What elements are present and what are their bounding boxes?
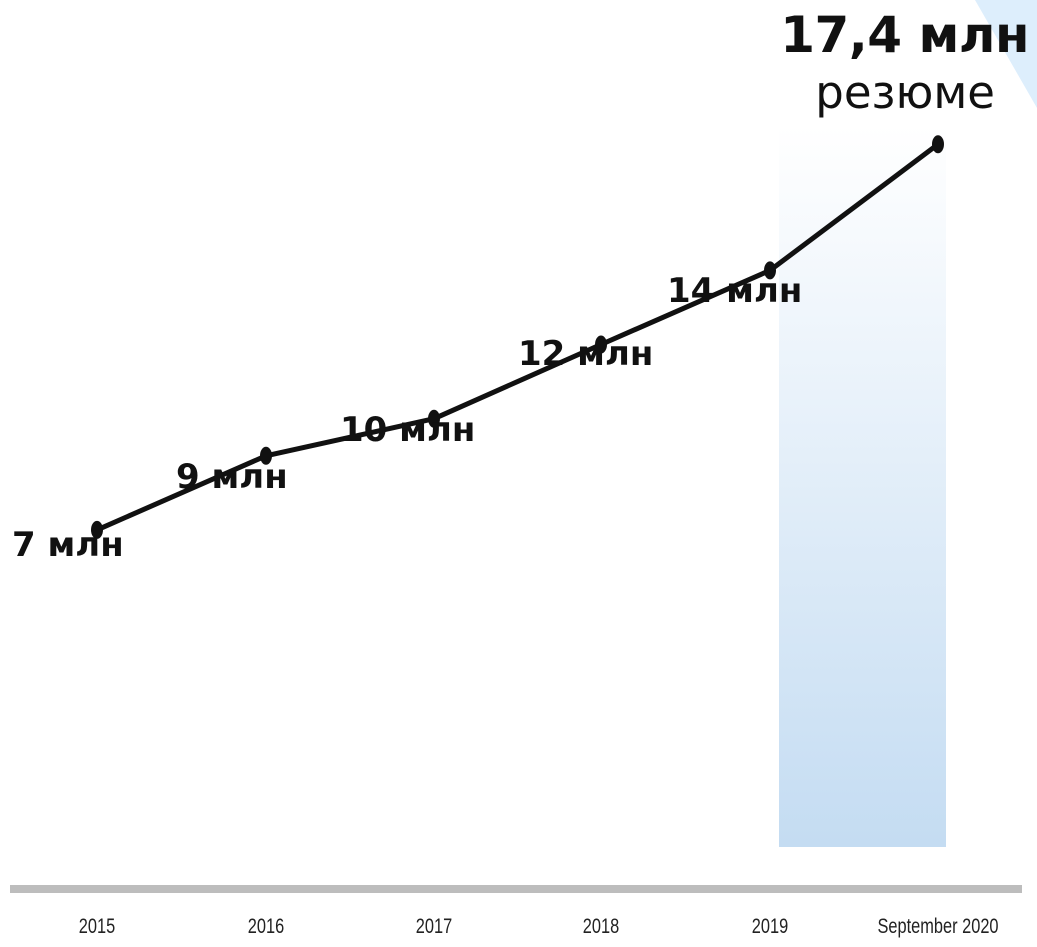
data-label: 14 млн [667,271,802,311]
x-tick-label: 2019 [752,914,788,937]
data-point [595,335,607,354]
chart-marks: 7 млн 9 млн 10 млн 12 млн 14 млн 2015 2016 2017… [12,135,999,937]
data-point [428,409,440,428]
data-label: 7 млн [12,525,124,565]
data-label: 10 млн [340,410,475,450]
data-point [932,135,944,154]
data-point [764,261,776,280]
x-tick-label: 2016 [248,914,284,937]
series-line [95,142,940,533]
data-label: 12 млн [518,334,653,374]
x-tick-label: September 2020 [877,914,998,937]
highlight-band [779,126,946,847]
corner-accent-shape [975,0,1037,108]
headline-unit: резюме [815,66,995,119]
x-tick-label: 2017 [416,914,452,937]
x-tick-label: 2015 [79,914,115,937]
data-point [91,520,103,539]
data-point [260,446,272,465]
x-tick-label: 2018 [583,914,619,937]
data-label: 9 млн [176,457,288,497]
headline-value: 17,4 млн [780,6,1029,64]
